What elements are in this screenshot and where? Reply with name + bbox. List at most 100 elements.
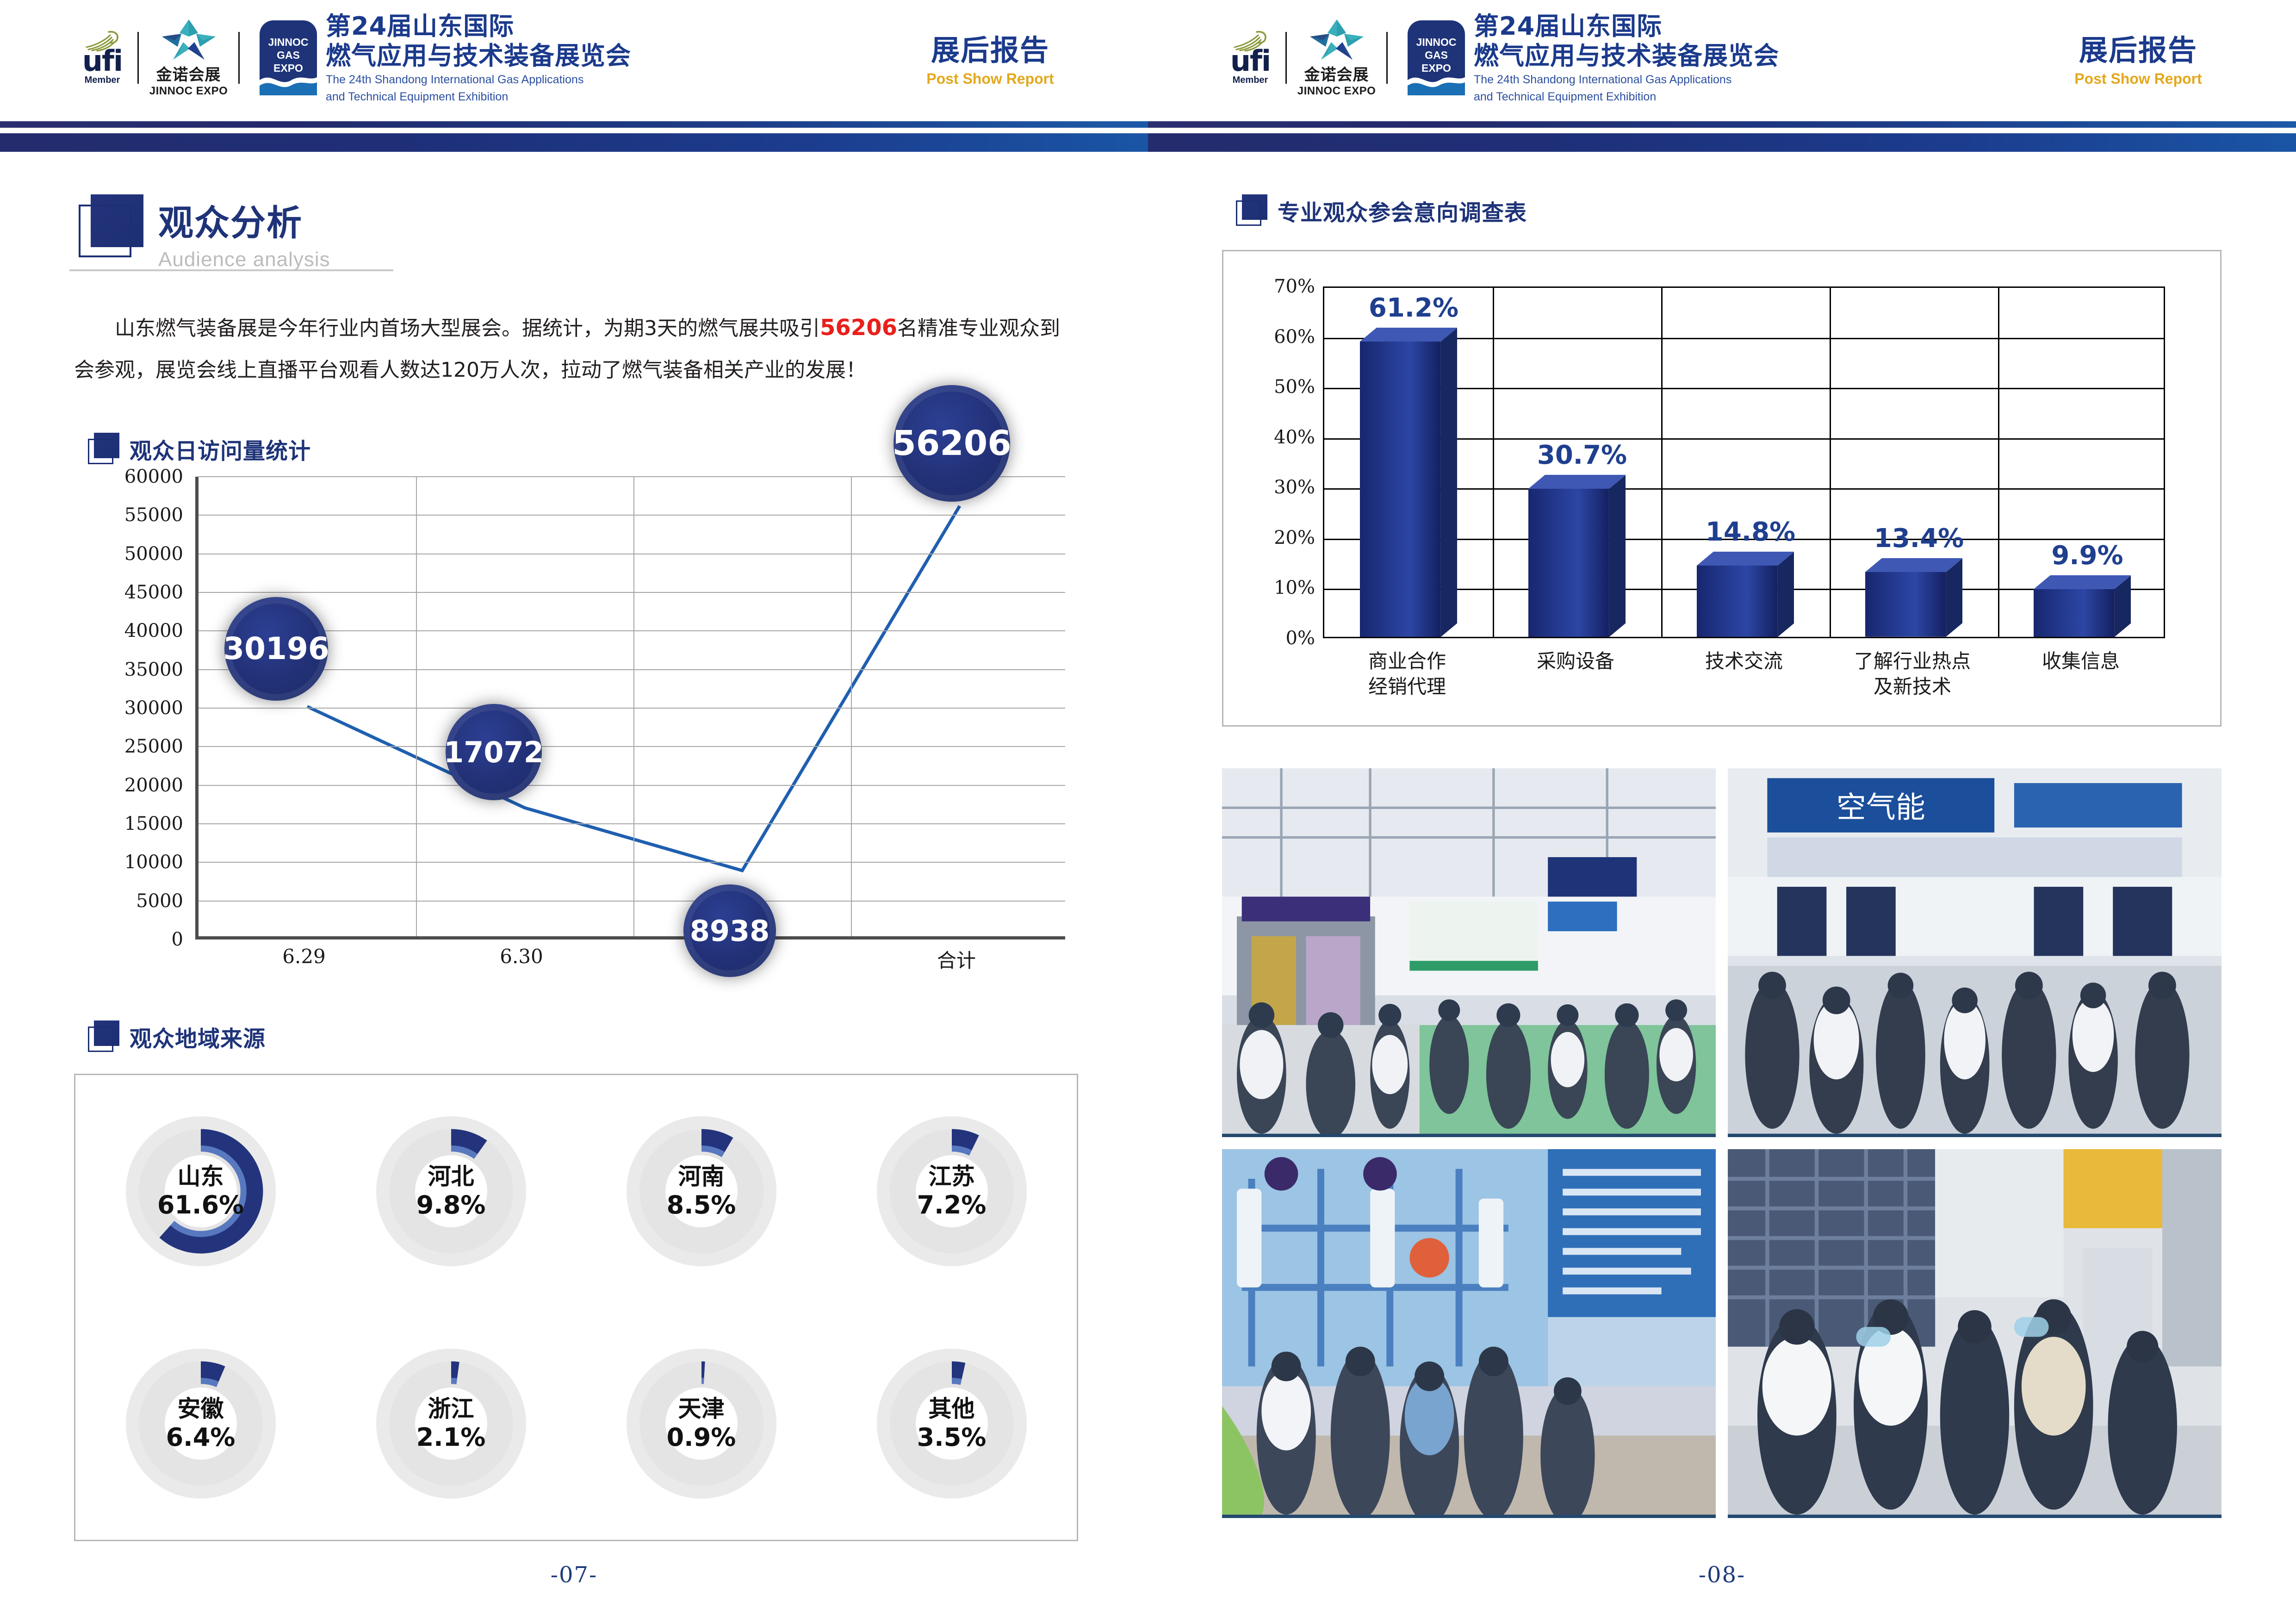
bar-3d [1528,474,1626,637]
bar-3d [1359,327,1458,637]
bar-chart-value-label: 9.9% [2051,540,2123,571]
jinnoc-en-name: JINNOC EXPO [149,85,228,97]
line-chart-plot-area [195,476,1065,940]
donut-arc [200,1361,225,1387]
bar-chart-y-tick: 50% [1274,376,1315,398]
bar-chart-value-label: 14.8% [1705,516,1796,547]
donut-region-name: 其他 [928,1395,975,1422]
line-chart-value-label: 8938 [689,914,770,948]
donut-region-percent: 7.2% [917,1190,987,1220]
exhibition-photo-grid: 空气能 [1222,768,2222,1518]
square-filled [1242,194,1267,220]
donut-hole [915,1388,988,1460]
page-07: ufi Member [0,12,1148,1588]
donut-center-label: 天津 0.9% [627,1349,776,1499]
bar-chart-y-tick: 40% [1274,426,1315,448]
jinnoc-logo: 金诺会展 JINNOC EXPO [148,18,229,98]
post-show-report-badge: 展后报告 Post Show Report [893,27,1087,87]
donut-region-name: 安徽 [177,1395,224,1422]
ufi-member-logo: ufi Member [1224,30,1276,86]
post-show-report-en: Post Show Report [2074,70,2202,87]
jinnoc-star-icon [161,19,216,60]
ufi-swoosh-icon [1234,31,1266,52]
bar-chart-x-tick-line: 收集信息 [2042,650,2120,672]
exhibition-title-en-line2: and Technical Equipment Exhibition [1474,90,1657,103]
bar-chart-y-tick: 60% [1274,326,1315,348]
donut-region-name: 河北 [428,1163,474,1190]
square-filled [94,1020,119,1046]
bar-chart-x-tick-line: 技术交流 [1705,650,1783,672]
line-chart-x-axis: 6.296.307.1合计 [195,945,1065,977]
gridline-horizontal [199,708,1065,709]
donut-hole [164,1155,237,1227]
page-title: 观众分析 Audience analysis [79,194,330,271]
donut-region-percent: 6.4% [166,1422,236,1452]
intro-text-post: 名精准专业观众到会参观，展览会线上直播平台观看人数达120万人次，拉动了燃气装备… [74,317,1060,382]
donut-center-label: 其他 3.5% [877,1349,1027,1499]
line-chart-y-tick: 30000 [124,697,183,719]
donut-center-label: 山东 61.6% [126,1116,276,1266]
donut-hole [665,1155,738,1227]
square-stack-icon [1236,194,1268,227]
ufi-wordmark: ufi [1230,44,1271,78]
donut-region-percent: 9.8% [416,1190,486,1220]
line-chart-y-tick: 40000 [124,620,183,642]
ufi-member-label: Member [1232,75,1268,85]
ufi-member-logo: ufi Member [76,30,128,86]
region-donut-7: 其他 3.5% [876,1349,1027,1499]
bar-chart-y-tick: 0% [1285,628,1315,649]
donut-region-percent: 8.5% [666,1190,736,1220]
intro-paragraph: 山东燃气装备展是今年行业内首场大型展会。据统计，为期3天的燃气展共吸引56206… [74,305,1074,391]
page-title-underline [69,269,393,271]
page-08: ufi Member [1148,0,2296,1624]
photo-exhibition-booth-3 [1222,1149,1716,1518]
bar-chart-x-tick-line: 及新技术 [1873,675,1952,698]
gridline-horizontal [199,669,1065,670]
bar-chart-y-tick: 30% [1274,477,1315,498]
gridline-vertical [1998,288,1999,637]
section-header-daily-visits: 观众日访问量统计 [88,433,311,465]
svg-text:GAS: GAS [277,49,300,61]
donut-arc [701,1361,705,1384]
bar-chart-y-tick: 10% [1274,577,1315,599]
photo-exhibition-hall-2: 空气能 [1728,768,2222,1137]
region-donut-6: 天津 0.9% [626,1349,776,1499]
donut-region-name: 江苏 [928,1163,975,1190]
square-stack-icon [88,1020,120,1053]
bar-chart-x-tick: 了解行业热点 及新技术 [1854,648,1971,700]
svg-text:JINNOC: JINNOC [1416,36,1457,48]
jinnoc-en-name: JINNOC EXPO [1297,85,1376,97]
bubble-inner [691,892,769,970]
bar-chart-x-tick-line: 商业合作 [1368,650,1446,672]
gridline-horizontal [199,746,1065,747]
donut-center-label: 河南 8.5% [627,1116,776,1266]
line-chart-value-bubble: 30196 [223,597,329,701]
donut-arc [451,1361,459,1384]
bar-chart-value-label: 61.2% [1368,292,1459,323]
header-rule-thick [0,133,1148,152]
exhibition-title-block: 第24届山东国际 燃气应用与技术装备展览会 The 24th Shandong … [326,12,631,104]
gridline-horizontal [1324,337,2164,339]
bar-chart-x-tick-line: 采购设备 [1536,650,1615,672]
line-chart-y-tick: 20000 [124,774,183,796]
gridline-horizontal [199,823,1065,824]
ufi-swoosh-icon [86,31,118,52]
bar-chart-x-tick-line: 经销代理 [1368,675,1446,698]
donut-hole [665,1388,738,1460]
section-header-label: 观众日访问量统计 [130,438,311,464]
gridline-horizontal [199,784,1065,786]
line-chart-y-tick: 15000 [124,813,183,834]
page-title-cn: 观众分析 [158,202,303,243]
bar-chart-y-tick: 20% [1274,527,1315,548]
region-donut-3: 江苏 7.2% [876,1116,1027,1266]
header-rule-thick [1148,133,2296,152]
line-chart-x-tick: 合计 [937,949,976,972]
jinnoc-cn-name: 金诺会展 [1304,66,1369,84]
line-chart-y-tick: 60000 [124,466,183,487]
gridline-horizontal [1324,388,2164,390]
logo-divider-1 [137,32,139,84]
square-outline [88,1027,113,1052]
donut-hole [915,1155,988,1227]
donut-center-label: 安徽 6.4% [126,1349,276,1499]
donut-region-name: 山东 [177,1163,224,1190]
